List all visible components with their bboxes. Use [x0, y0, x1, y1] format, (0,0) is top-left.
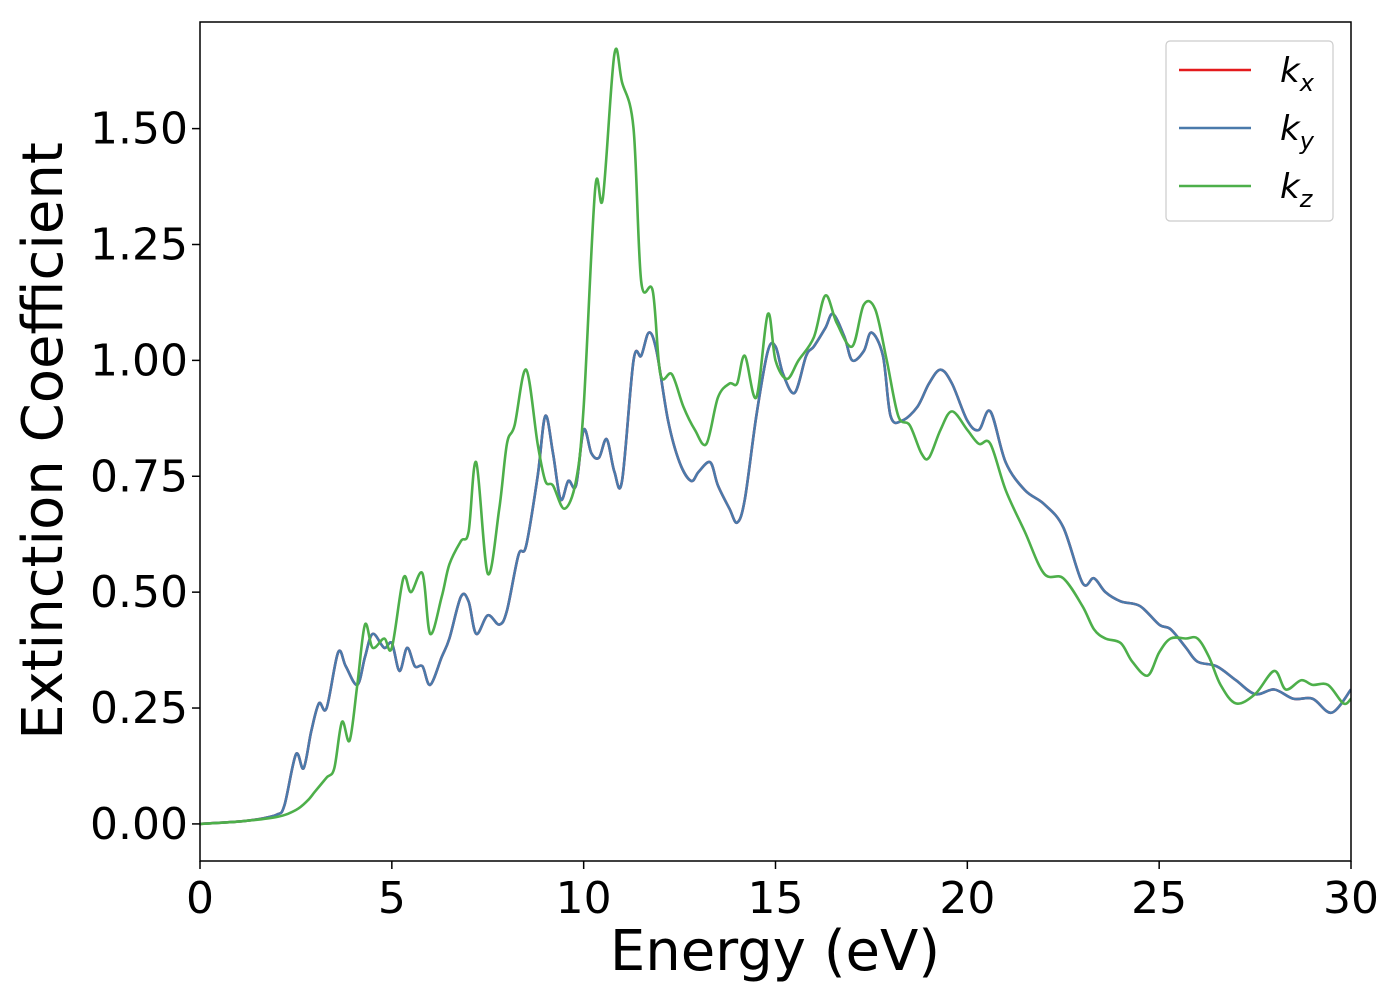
x-tick-label: 20 [939, 873, 995, 924]
legend-label-k-y: ky [1280, 109, 1315, 155]
y-tick-label: 0.50 [90, 567, 188, 618]
legend-frame [1165, 40, 1334, 222]
x-tick-label: 0 [186, 873, 214, 924]
x-axis-ticks: 0 5 10 15 20 25 30 [186, 861, 1379, 924]
plot-lines [200, 47, 1351, 826]
x-tick-label: 15 [748, 873, 804, 924]
x-axis-title: Energy (eV) [610, 919, 940, 984]
y-tick-label: 1.25 [90, 219, 188, 270]
x-tick-label: 25 [1131, 873, 1187, 924]
legend: kx ky kz [1165, 40, 1334, 222]
series-line-k-y [200, 312, 1351, 826]
x-tick-label: 10 [556, 873, 612, 924]
y-tick-label: 1.50 [90, 104, 188, 155]
y-tick-label: 0.00 [90, 799, 188, 850]
legend-label-k-z: kz [1280, 167, 1314, 213]
x-tick-label: 5 [378, 873, 406, 924]
x-tick-label: 30 [1323, 873, 1379, 924]
series-line-k-z [200, 47, 1351, 826]
legend-label-k-x: kx [1280, 51, 1315, 97]
series-line-k-x [200, 312, 1351, 826]
y-axis-ticks: 0.00 0.25 0.50 0.75 1.00 1.25 1.50 [90, 104, 200, 850]
y-axis-title: Extinction Coefficient [11, 142, 76, 740]
y-tick-label: 0.75 [90, 451, 188, 502]
y-tick-label: 0.25 [90, 683, 188, 734]
legend-entries: kx ky kz [1179, 51, 1315, 213]
y-tick-label: 1.00 [90, 335, 188, 386]
